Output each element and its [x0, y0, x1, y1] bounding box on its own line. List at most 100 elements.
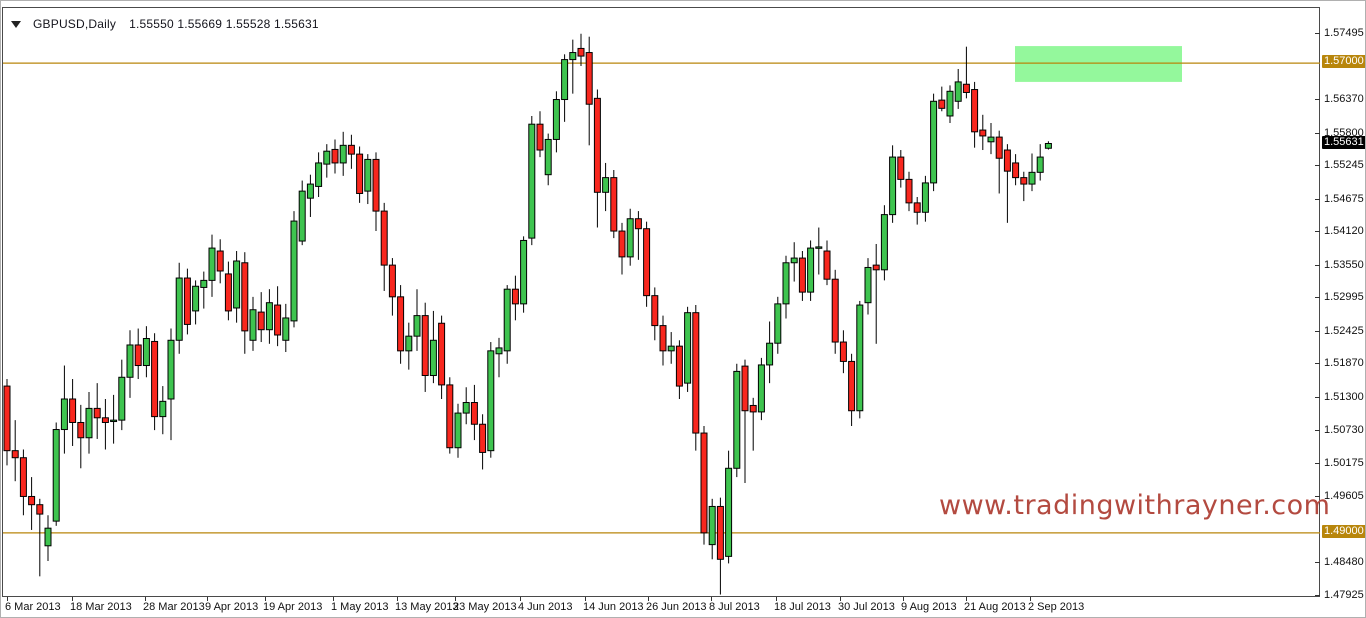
date-label: 26 Jun 2013 [646, 601, 707, 613]
date-tick-mark [397, 597, 398, 601]
date-label: 28 Mar 2013 [143, 601, 205, 613]
candle-body-up [807, 247, 815, 293]
price-tick-mark [1315, 330, 1320, 332]
candle-body-down [241, 262, 249, 332]
candle-body-down [593, 97, 601, 193]
candle-body-up [454, 412, 462, 449]
candle-body-up [405, 335, 413, 352]
candle-body-down [151, 340, 159, 418]
price-tick-mark [1315, 562, 1320, 564]
candle-body-up [52, 429, 60, 522]
time-axis[interactable]: 6 Mar 2013 18 Mar 2013 28 Mar 2013 9 Apr 20… [1, 597, 1365, 617]
price-tick-mark [1315, 264, 1320, 266]
price-tick-label: 1.51870 [1324, 357, 1364, 370]
date-label: 13 May 2013 [395, 601, 459, 613]
level-price-label: 1.49000 [1322, 524, 1365, 538]
candle-body-up [192, 285, 200, 312]
candle-body-up [487, 350, 495, 452]
candle-body-up [159, 400, 167, 418]
price-axis[interactable]: 1.57495 1.56370 1.55800 1.55245 1.54675 1.541… [1315, 1, 1365, 601]
candle-body-down [3, 385, 11, 452]
candle-body-down [356, 153, 364, 194]
price-tick-mark [1315, 595, 1320, 596]
candle-body-down [372, 158, 380, 212]
candle-body-up [413, 315, 421, 337]
candle-body-down [421, 315, 429, 377]
candle-body-down [438, 322, 446, 386]
candle-body-up [60, 398, 68, 431]
candle-body-up [946, 90, 954, 117]
candle-body-up [290, 220, 298, 322]
candle-body-down [388, 264, 396, 298]
date-tick-mark [966, 597, 967, 601]
candle-body-up [142, 338, 150, 367]
candle-body-down [183, 277, 191, 325]
candle-body-up [552, 99, 560, 140]
last-price-label: 1.55631 [1322, 135, 1365, 149]
price-tick-label: 1.53550 [1324, 258, 1364, 271]
date-tick-mark [520, 597, 521, 601]
date-label: 23 May 2013 [453, 601, 517, 613]
candle-body-down [331, 148, 339, 164]
date-tick-mark [7, 597, 8, 601]
candle-body-up [282, 317, 290, 341]
price-tick-mark [1315, 165, 1320, 167]
candle-body-up [118, 376, 126, 421]
candle-body-up [323, 150, 331, 165]
candle-body-up [208, 247, 216, 281]
price-tick-label: 1.49605 [1324, 490, 1364, 503]
date-tick-mark [145, 597, 146, 601]
candle-body-down [823, 250, 831, 280]
candle-body-up [126, 344, 134, 378]
candle-body-down [397, 296, 405, 352]
candle-body-up [495, 347, 503, 355]
candle-body-down [380, 210, 388, 266]
date-label: 21 Aug 2013 [964, 601, 1026, 613]
chart-plot-area[interactable]: GBPUSD,Daily 1.55550 1.55669 1.55528 1.5… [2, 7, 1330, 597]
candle-body-down [618, 230, 626, 258]
date-tick-mark [585, 597, 586, 601]
candle-body-down [643, 228, 651, 297]
candle-body-up [757, 364, 765, 413]
candle-body-up [790, 257, 798, 264]
chevron-down-icon[interactable] [11, 20, 21, 28]
candle-body-up [782, 262, 790, 305]
candle-body-up [503, 288, 511, 352]
price-tick-label: 1.57495 [1324, 27, 1364, 40]
candlestick-svg[interactable] [3, 8, 1320, 597]
candle-body-up [233, 260, 241, 309]
candle-body-up [667, 345, 675, 352]
candle-body-up [733, 370, 741, 469]
candle-body-up [1028, 171, 1036, 185]
candle-body-down [716, 505, 724, 560]
date-tick-mark [72, 597, 73, 601]
candle-body-up [306, 183, 314, 199]
candle-body-down [101, 417, 109, 423]
date-tick-mark [903, 597, 904, 601]
candle-body-up [429, 339, 437, 377]
candle-body-up [602, 177, 610, 193]
candle-body-down [839, 341, 847, 362]
date-label: 19 Apr 2013 [263, 601, 323, 613]
candle-body-down [19, 457, 27, 497]
price-tick-label: 1.54675 [1324, 192, 1364, 205]
date-tick-mark [776, 597, 777, 601]
date-label: 6 Mar 2013 [5, 601, 61, 613]
candle-body-down [979, 129, 987, 137]
candle-body-up [265, 302, 273, 331]
price-tick-mark [1315, 33, 1320, 35]
price-tick-label: 1.50730 [1324, 424, 1364, 437]
date-label: 9 Apr 2013 [205, 601, 259, 613]
date-tick-mark [265, 597, 266, 601]
price-tick-label: 1.52995 [1324, 291, 1364, 304]
candle-body-up [766, 342, 774, 366]
candle-body-down [905, 178, 913, 204]
date-label: 2 Sep 2013 [1028, 601, 1085, 613]
candle-body-down [610, 177, 618, 232]
date-label: 8 Jul 2013 [709, 601, 760, 613]
date-tick-mark [207, 597, 208, 601]
candle-body-down [897, 156, 905, 180]
candle-body-up [987, 136, 995, 143]
candle-body-up [880, 214, 888, 271]
candle-body-up [462, 402, 470, 414]
